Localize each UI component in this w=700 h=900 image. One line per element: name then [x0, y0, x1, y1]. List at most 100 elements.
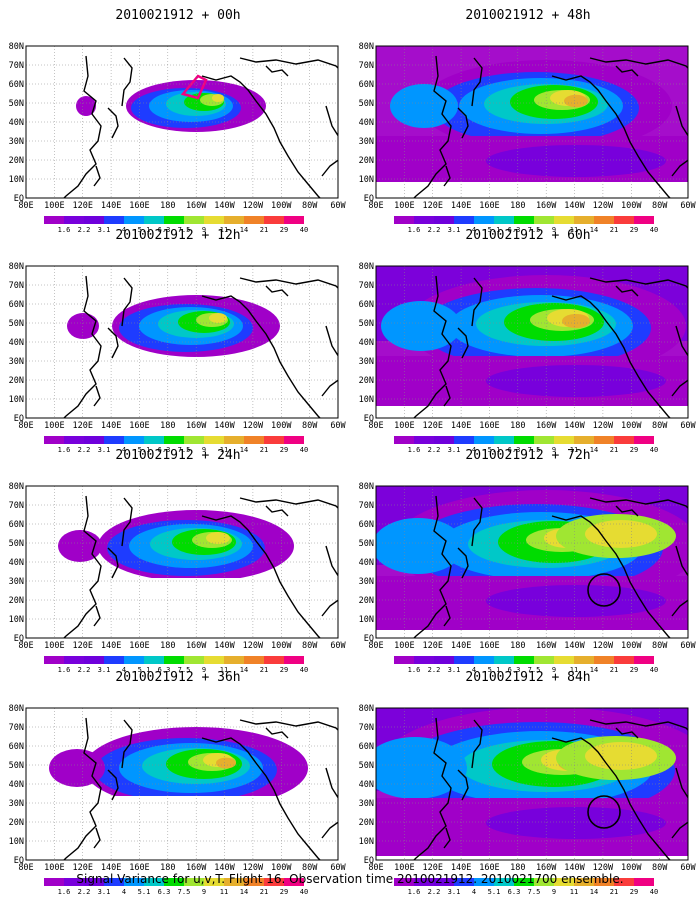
colorbar: 1.6 2.2 3.1 4 5.1 6.3 7.5 9 11 14 21 29 40: [394, 216, 658, 234]
colorbar-swatch: [164, 878, 184, 886]
colorbar-label: 40: [300, 666, 308, 674]
map-frame: [25, 485, 339, 639]
lon-tick-label: 60W: [330, 421, 346, 431]
lon-tick-label: 60W: [330, 863, 346, 873]
lon-tick-label: 100W: [271, 421, 292, 431]
colorbar-label: 2.2: [78, 226, 91, 234]
colorbar-swatch: [184, 436, 204, 444]
colorbar-swatch: [124, 656, 144, 664]
lon-tick-label: 100E: [394, 201, 414, 211]
lon-tick-label: 120E: [422, 421, 442, 431]
lon-tick-label: 120E: [422, 641, 442, 651]
colorbar-swatch: [104, 656, 124, 664]
colorbar-label: 40: [650, 226, 658, 234]
coastlines: [413, 275, 688, 418]
colorbar-swatch: [104, 216, 124, 224]
lon-tick-label: 80E: [368, 201, 383, 211]
lat-tick-label: 60N: [359, 80, 374, 90]
lon-tick-label: 100W: [271, 201, 292, 211]
lat-tick-label: 30N: [359, 357, 374, 367]
variance-field: [26, 510, 338, 638]
colorbar-swatch: [44, 656, 64, 664]
colorbar-swatch: [284, 436, 304, 444]
lon-tick-label: 180: [160, 641, 175, 651]
lon-tick-label: 120W: [593, 863, 614, 873]
lat-tick-label: 20N: [359, 818, 374, 828]
colorbar-swatch: [144, 216, 164, 224]
colorbar-swatch: [434, 878, 454, 886]
forecast-panel: 2010021912 + 84h 80N 70N 60N 50N 40N 30N 20N 10N…: [358, 670, 698, 896]
colorbar: 1.6 2.2 3.1 4 5.1 6.3 7.5 9 11 14 21 29 40: [394, 878, 658, 896]
colorbar-swatch: [264, 436, 284, 444]
lon-tick-label: 120W: [593, 201, 614, 211]
lon-tick-label: 80W: [302, 421, 318, 431]
colorbar-label: 21: [610, 666, 618, 674]
colorbar-label: 21: [610, 446, 618, 454]
lat-tick-label: 80N: [359, 704, 374, 714]
colorbar-swatch: [144, 878, 164, 886]
lon-tick-label: 120E: [72, 641, 92, 651]
lon-tick-label: 140E: [101, 421, 121, 431]
lat-tick-label: 10N: [359, 615, 374, 625]
lat-tick-label: 40N: [9, 118, 24, 128]
colorbar-swatch: [224, 436, 244, 444]
colorbar-swatch: [494, 436, 514, 444]
colorbar-swatch: [554, 656, 574, 664]
colorbar-label: 2.2: [78, 666, 91, 674]
colorbar-label: 29: [630, 666, 638, 674]
lon-tick-label: 100W: [621, 201, 642, 211]
colorbar-label: 9: [202, 446, 206, 454]
lon-tick-label: 180: [160, 421, 175, 431]
colorbar-label: 7.5: [528, 666, 541, 674]
colorbar-swatch: [224, 216, 244, 224]
colorbar-swatch: [104, 878, 124, 886]
lon-tick-label: 100W: [621, 421, 642, 431]
lon-tick-label: 160W: [536, 201, 557, 211]
lon-tick-label: 100E: [394, 421, 414, 431]
colorbar-swatch: [614, 436, 634, 444]
lon-tick-label: 160E: [479, 201, 499, 211]
colorbar-label: 40: [300, 226, 308, 234]
lat-tick-label: 30N: [9, 357, 24, 367]
colorbar-swatch: [284, 216, 304, 224]
colorbar-swatch: [64, 656, 84, 664]
colorbar-swatch: [634, 216, 654, 224]
colorbar-swatch: [264, 878, 284, 886]
lat-tick-label: 40N: [9, 558, 24, 568]
colorbar-swatch: [144, 436, 164, 444]
colorbar-label: 4: [122, 888, 126, 896]
figure-caption: Signal Variance for u,v,T. Flight 16. Ob…: [76, 872, 624, 886]
colorbar-swatch: [414, 216, 434, 224]
colorbar-label: 11: [220, 666, 228, 674]
colorbar-label: 4: [122, 666, 126, 674]
colorbar-label: 2.2: [428, 446, 441, 454]
lat-tick-label: 80N: [359, 482, 374, 492]
lon-tick-label: 160E: [479, 863, 499, 873]
lat-tick-label: 30N: [9, 137, 24, 147]
colorbar-label: 14: [240, 666, 248, 674]
lon-tick-label: 180: [510, 201, 525, 211]
colorbar-swatch: [44, 436, 64, 444]
lat-tick-label: 10N: [359, 175, 374, 185]
lon-tick-label: 140W: [214, 863, 235, 873]
panel-title: 2010021912 + 12h: [115, 228, 241, 243]
lon-tick-label: 140E: [451, 863, 471, 873]
colorbar-label: 1.6: [408, 226, 421, 234]
lon-tick-label: 120W: [593, 421, 614, 431]
colorbar-label: 5.1: [138, 446, 151, 454]
colorbar-label: 3.1: [448, 666, 461, 674]
lat-tick-label: 80N: [9, 42, 24, 52]
lon-tick-label: 160W: [536, 421, 557, 431]
lon-tick-label: 180: [160, 201, 175, 211]
colorbar-label: 14: [240, 446, 248, 454]
colorbar-label: 29: [280, 666, 288, 674]
coastlines: [63, 717, 338, 860]
map-frame: [375, 265, 689, 419]
colorbar-label: 7.5: [178, 888, 191, 896]
colorbar-swatch: [554, 436, 574, 444]
lat-tick-label: 30N: [9, 577, 24, 587]
